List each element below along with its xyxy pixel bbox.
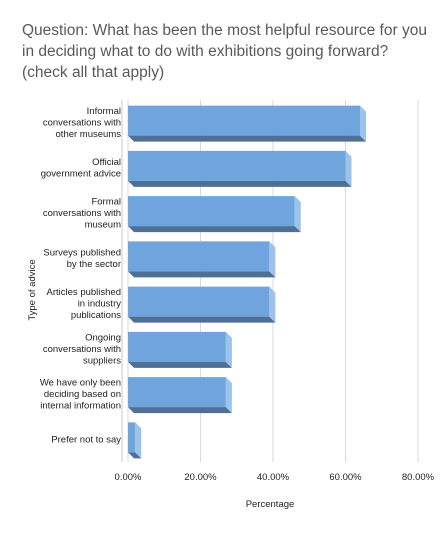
bar-side [360, 105, 366, 142]
category-label: Articles published in industry publication… [47, 287, 122, 321]
bar [128, 286, 276, 323]
bar-front [128, 286, 270, 317]
category-label: Formal conversations with museum [43, 197, 121, 231]
bar-bottom [128, 361, 232, 368]
bar-front [128, 150, 346, 181]
chart-title: Question: What has been the most helpful… [22, 22, 427, 81]
bar-side [135, 422, 142, 459]
bar [128, 422, 142, 459]
category-label: Informal conversations with other museums [43, 106, 121, 140]
bar-bottom [128, 135, 366, 142]
bar-side [225, 377, 232, 414]
x-tick-label: 80.00% [402, 472, 435, 483]
category-label: We have only been deciding based on intern… [40, 378, 121, 412]
x-tick-labels: 0.00% 20.00% 40.00% 60.00% 80.00% [115, 472, 435, 483]
bar-side [225, 331, 232, 368]
category-label: Ongoing conversations with suppliers [43, 332, 121, 366]
bar-front [128, 241, 270, 272]
bar-front [128, 422, 136, 453]
bar [128, 331, 232, 368]
bar-side [269, 241, 276, 278]
y-axis-title: Type of advice [27, 259, 38, 320]
bar-front [128, 196, 295, 227]
bar-bottom [128, 316, 276, 323]
category-label: Surveys published by the sector [43, 248, 121, 271]
bar-bottom [128, 180, 352, 187]
bar-front [128, 105, 360, 136]
bar-front [128, 377, 226, 408]
bar-bottom [128, 407, 232, 414]
bar-side [294, 196, 301, 233]
bars [128, 105, 366, 459]
category-label: Official government advice [41, 157, 121, 180]
bar-bottom [128, 226, 301, 233]
bar [128, 150, 352, 187]
category-labels: Informal conversations with other museums O… [40, 106, 121, 445]
x-tick-label: 40.00% [257, 472, 290, 483]
bar [128, 377, 232, 414]
x-tick-label: 20.00% [184, 472, 217, 483]
x-tick-label: 60.00% [329, 472, 362, 483]
bar [128, 105, 366, 142]
bar [128, 241, 276, 278]
bar-bottom [128, 271, 276, 278]
bar-front [128, 331, 226, 362]
x-axis-title: Percentage [246, 499, 295, 510]
x-tick-label: 0.00% [115, 472, 142, 483]
bar-bottom [128, 452, 142, 459]
bar-side [345, 150, 352, 187]
category-label: Prefer not to say [51, 434, 121, 445]
bar [128, 196, 301, 233]
bar-side [269, 286, 276, 323]
